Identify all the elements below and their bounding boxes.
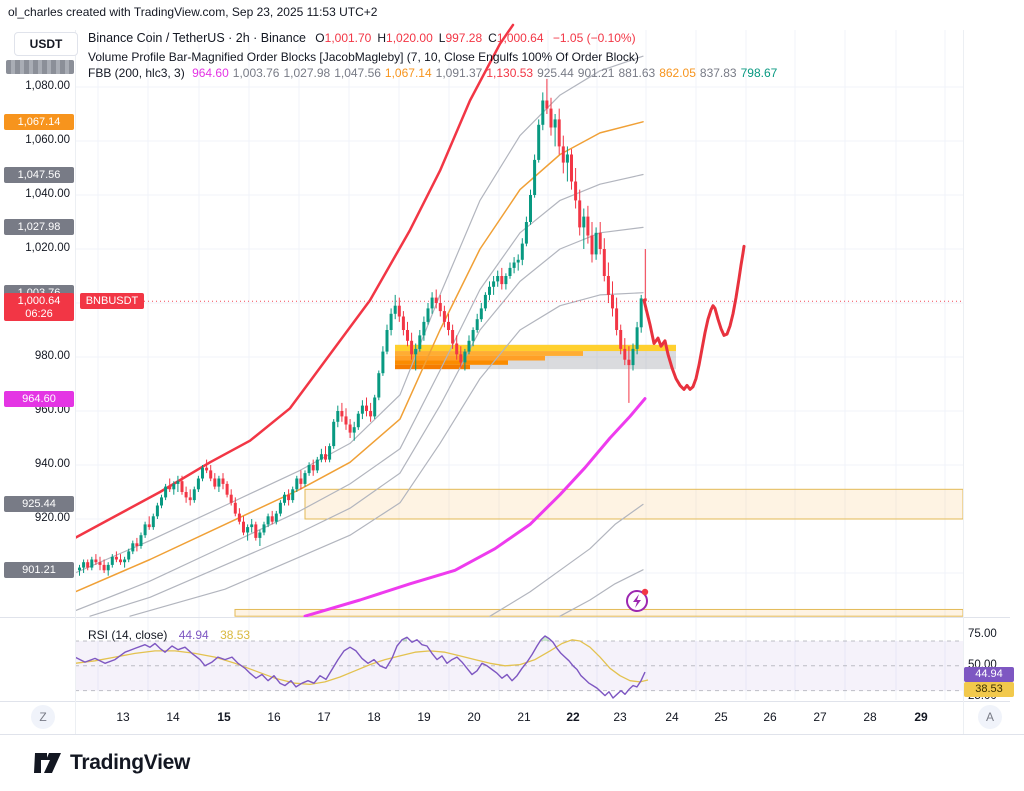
time-label: 23 (613, 710, 627, 724)
time-label: 21 (517, 710, 531, 724)
price-tick: 980.00 (34, 350, 70, 362)
projection-drawing[interactable] (642, 244, 746, 391)
time-label: 13 (116, 710, 130, 724)
fbb-1130 (75, 23, 515, 540)
time-label: 20 (467, 710, 481, 724)
price-tick: 1,020.00 (25, 242, 70, 254)
rsi-value-badge: 38.53 (964, 682, 1014, 697)
fbb-indicator-label[interactable]: FBB (200, hlc3, 3) (88, 66, 185, 80)
fbb-value: 881.63 (618, 66, 656, 80)
bar-countdown: 06:26 (25, 308, 53, 321)
fbb-value: 862.05 (659, 66, 696, 80)
price-level-badge: 964.60 (4, 390, 74, 407)
time-label: 27 (813, 710, 827, 724)
price-tick: 960.00 (34, 404, 70, 416)
ohlc-values: O1,001.70 H1,020.00 L997.28 C1,000.64 (309, 31, 543, 45)
time-label: 24 (665, 710, 679, 724)
fbb-value: 798.67 (740, 66, 778, 80)
fbb-value: 837.83 (699, 66, 737, 80)
auto-scale-button[interactable]: A (978, 705, 1002, 729)
rsi-legend[interactable]: RSI (14, close) 44.94 38.53 (88, 628, 250, 642)
time-label: 16 (267, 710, 281, 724)
rsi-tick: 75.00 (968, 628, 997, 640)
time-label: 17 (317, 710, 331, 724)
ohlc-key: H (377, 31, 387, 45)
time-label: 18 (367, 710, 381, 724)
price-tick: 920.00 (34, 512, 70, 524)
time-label: 26 (763, 710, 777, 724)
ohlc-val: 1,000.64 (496, 31, 544, 45)
price-tick: 940.00 (34, 458, 70, 470)
watermark: ol_charles created with TradingView.com,… (8, 5, 378, 19)
legend-fbb-row[interactable]: FBB (200, hlc3, 3) 964.60 1,003.76 1,027.9… (88, 66, 785, 80)
rsi-value-badge: 44.94 (964, 667, 1014, 682)
fbb-values: 964.60 1,003.76 1,027.98 1,047.56 1,067.14 1,… (192, 66, 781, 80)
fbb-value: 901.21 (577, 66, 615, 80)
price-level-badge: 1,047.56 (4, 166, 74, 183)
fbb-1003 (129, 292, 644, 617)
fbb-1027 (89, 226, 644, 617)
rsi-ma-line (75, 639, 649, 686)
fbb-value: 1,067.14 (384, 66, 432, 80)
time-label: 22 (566, 710, 580, 724)
price-chart[interactable] (0, 0, 1024, 745)
fbb-901 (559, 569, 644, 617)
rsi-value: 44.94 (178, 628, 209, 642)
price-level-badge: 1,067.14 (4, 113, 74, 130)
ohlc-key: O (315, 31, 325, 45)
tradingview-logo-text: TradingView (70, 751, 191, 774)
fbb-value: 964.60 (192, 66, 229, 80)
order-block-zones (234, 344, 963, 617)
symbol-title[interactable]: Binance Coin / TetherUS · 2h · Binance (88, 31, 306, 45)
current-price-badge: 1,000.64 06:26 (4, 293, 74, 322)
obscured-price-badge (6, 60, 74, 74)
price-level-badge: 1,027.98 (4, 219, 74, 236)
current-price: 1,000.64 (17, 295, 61, 308)
time-label: 19 (417, 710, 431, 724)
price-level-badge: 901.21 (4, 561, 74, 578)
change-value: −1.05 (−0.10%) (552, 31, 636, 45)
price-level-badge: 925.44 (4, 496, 74, 513)
symbol-price-tag: BNBUSDT (80, 293, 144, 310)
time-label: 15 (217, 710, 231, 724)
fbb-value: 1,130.53 (486, 66, 534, 80)
time-label: 29 (914, 710, 928, 724)
fbb-1047 (75, 173, 644, 612)
candles (78, 78, 647, 576)
timezone-button[interactable]: Z (31, 705, 55, 729)
currency-toggle-button[interactable]: USDT (14, 32, 78, 56)
fbb-bands (75, 23, 647, 617)
time-label: 28 (863, 710, 877, 724)
price-tick: 1,040.00 (25, 188, 70, 200)
price-tick: 1,060.00 (25, 134, 70, 146)
ohlc-val: 1,020.00 (386, 31, 433, 45)
fbb-value: 1,091.37 (435, 66, 483, 80)
time-label: 25 (714, 710, 728, 724)
fbb-value: 925.44 (537, 66, 574, 80)
rsi-pane (75, 635, 963, 699)
fbb-1067 (75, 121, 644, 593)
time-label: 14 (166, 710, 180, 724)
volume-profile-indicator-label[interactable]: Volume Profile Bar-Magnified Order Block… (88, 50, 639, 64)
fbb-basis-964 (303, 397, 647, 617)
tradingview-logo-icon (34, 753, 61, 773)
grid (75, 30, 963, 700)
legend-symbol-row[interactable]: Binance Coin / TetherUS · 2h · Binance O… (88, 31, 636, 45)
tradingview-logo[interactable]: TradingView (34, 750, 190, 776)
price-tick: 1,080.00 (25, 80, 70, 92)
ohlc-key: L (438, 31, 446, 45)
fbb-value: 1,047.56 (334, 66, 381, 80)
rsi-indicator-label[interactable]: RSI (14, close) (88, 628, 168, 642)
fbb-value: 1,003.76 (232, 66, 280, 80)
fbb-value: 1,027.98 (283, 66, 331, 80)
rsi-line (75, 635, 646, 699)
ohlc-val: 997.28 (445, 31, 483, 45)
legend-indicator-row[interactable]: Volume Profile Bar-Magnified Order Block… (88, 50, 639, 64)
ohlc-val: 1,001.70 (324, 31, 372, 45)
fbb-925 (489, 503, 644, 617)
rsi-ma-value: 38.53 (220, 628, 251, 642)
ohlc-key: C (488, 31, 497, 45)
event-lightning-icon[interactable] (626, 588, 649, 612)
